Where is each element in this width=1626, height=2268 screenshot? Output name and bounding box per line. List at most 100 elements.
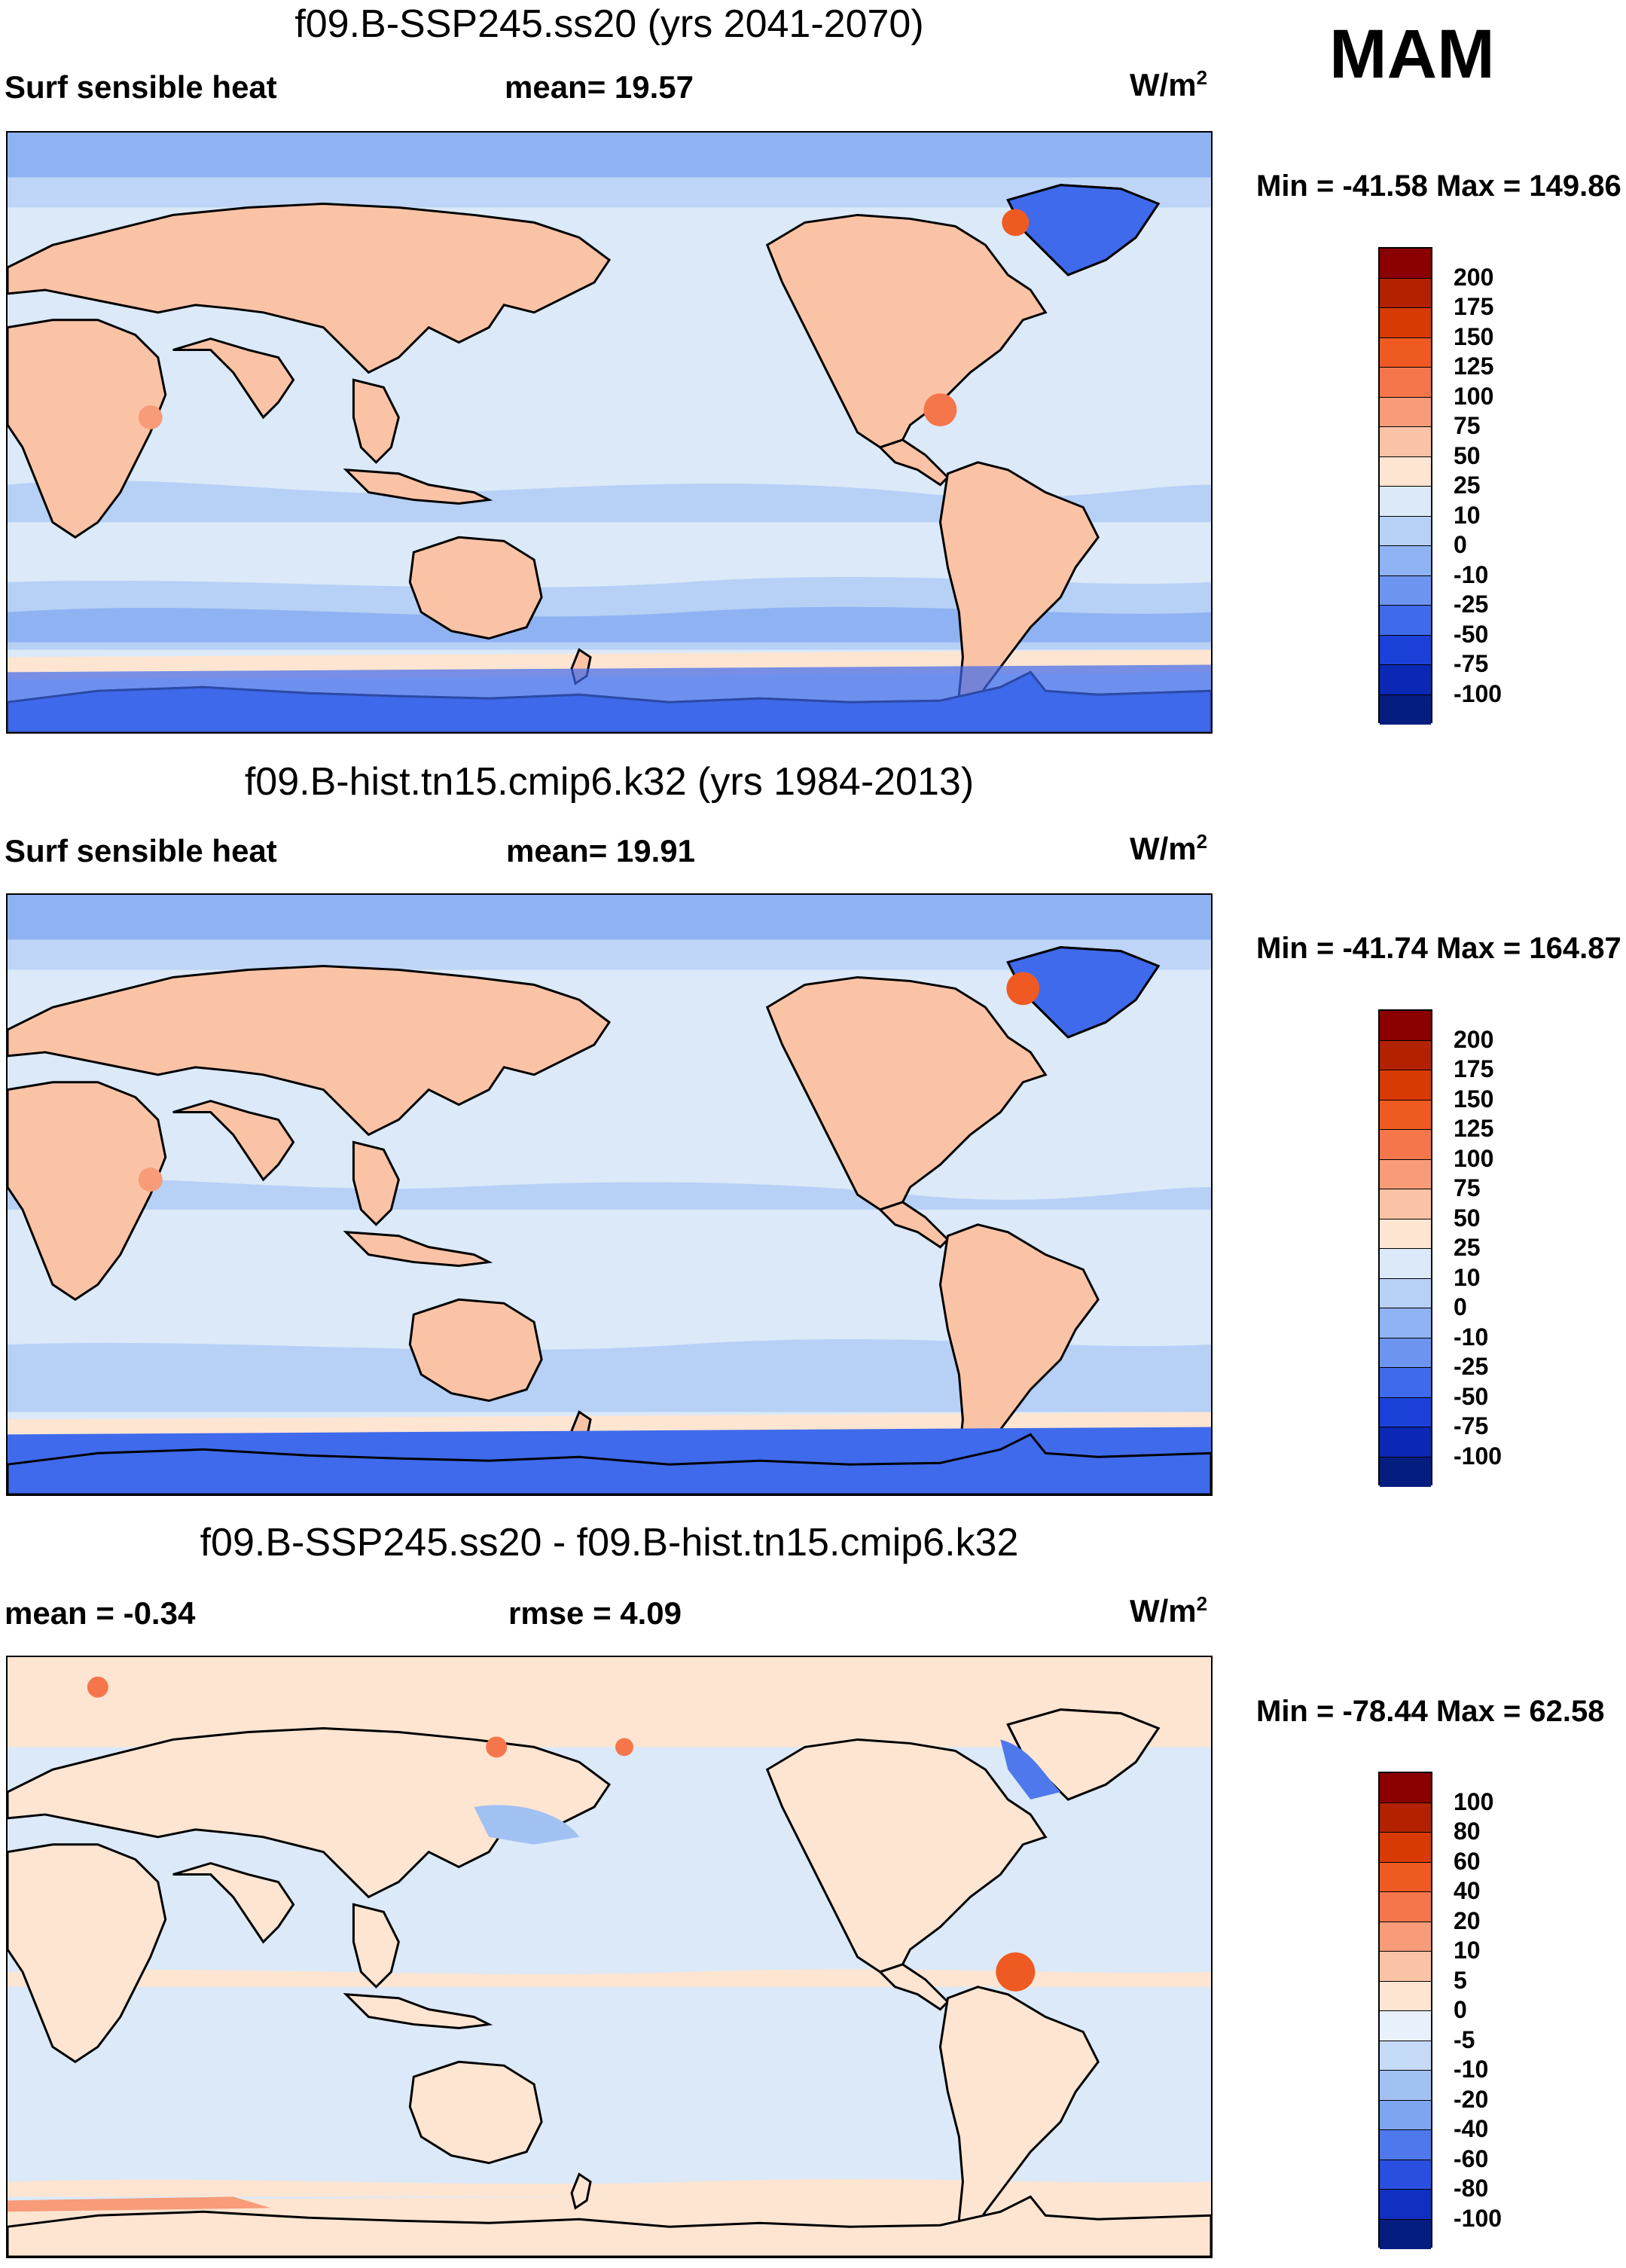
colorbar-label: -5 xyxy=(1454,2025,1475,2053)
colorbar-label: -50 xyxy=(1454,620,1489,648)
colorbar-swatch xyxy=(1380,337,1431,368)
colorbar-swatch xyxy=(1380,278,1431,308)
colorbar-label: 150 xyxy=(1454,322,1494,350)
panel-1-title: f09.B-SSP245.ss20 (yrs 2041-2070) xyxy=(294,2,924,46)
colorbar-swatch xyxy=(1380,665,1431,695)
colorbar-swatch xyxy=(1380,2160,1431,2190)
colorbar-label: 100 xyxy=(1454,1787,1494,1815)
colorbar-label: -100 xyxy=(1454,679,1502,707)
colorbar-label: 175 xyxy=(1454,293,1494,320)
colorbar-swatch xyxy=(1380,1833,1431,1863)
colorbar-swatch xyxy=(1380,1397,1431,1427)
colorbar-label: 125 xyxy=(1454,1115,1494,1142)
colorbar-label: 20 xyxy=(1454,1906,1481,1934)
colorbar-label: 100 xyxy=(1454,1144,1494,1172)
colorbar-swatch xyxy=(1380,1952,1431,1982)
colorbar-swatch xyxy=(1380,1249,1431,1279)
colorbar-label: 25 xyxy=(1454,472,1481,499)
colorbar-label: -20 xyxy=(1454,2085,1489,2113)
panel-2-minmax: Min = -41.74 Max = 164.87 xyxy=(1256,932,1621,965)
panel-2-colorbar xyxy=(1378,1009,1432,1487)
colorbar-label: 10 xyxy=(1454,1263,1481,1291)
colorbar-swatch xyxy=(1380,1159,1431,1189)
colorbar-label: -75 xyxy=(1454,1412,1489,1439)
colorbar-label: -25 xyxy=(1454,591,1489,618)
colorbar-swatch xyxy=(1380,456,1431,487)
colorbar-label: 100 xyxy=(1454,382,1494,410)
colorbar-label: -80 xyxy=(1454,2175,1489,2202)
panel-3-units: W/m2 xyxy=(1130,1592,1208,1629)
colorbar-label: -50 xyxy=(1454,1382,1489,1410)
colorbar-swatch xyxy=(1380,1130,1431,1160)
panel-3-map xyxy=(6,1656,1213,2258)
panel-1-map xyxy=(6,131,1213,734)
colorbar-label: -60 xyxy=(1454,2144,1489,2172)
colorbar-label: -25 xyxy=(1454,1353,1489,1380)
colorbar-label: 5 xyxy=(1454,1966,1467,1994)
colorbar-swatch xyxy=(1380,427,1431,457)
colorbar-label: 200 xyxy=(1454,263,1494,291)
colorbar-swatch xyxy=(1380,1892,1431,1922)
colorbar-swatch xyxy=(1380,1189,1431,1219)
colorbar-swatch xyxy=(1380,368,1431,398)
colorbar-swatch xyxy=(1380,1922,1431,1952)
colorbar-swatch xyxy=(1380,249,1431,279)
panel-3-mean-label: mean = -0.34 xyxy=(5,1595,196,1631)
colorbar-swatch xyxy=(1380,1338,1431,1368)
colorbar-swatch xyxy=(1380,1862,1431,1892)
colorbar-swatch xyxy=(1380,546,1431,576)
colorbar-swatch xyxy=(1380,694,1431,725)
colorbar-label: 150 xyxy=(1454,1085,1494,1113)
colorbar-label: 0 xyxy=(1454,1293,1467,1320)
colorbar-label: 10 xyxy=(1454,501,1481,529)
panel-2-map xyxy=(6,893,1213,1496)
colorbar-swatch xyxy=(1380,2130,1431,2160)
colorbar-swatch xyxy=(1380,1802,1431,1833)
colorbar-swatch xyxy=(1380,1427,1431,1458)
colorbar-label: 10 xyxy=(1454,1937,1481,1964)
colorbar-swatch xyxy=(1380,635,1431,665)
colorbar-label: 125 xyxy=(1454,353,1494,380)
colorbar-swatch xyxy=(1380,2071,1431,2101)
season-label: MAM xyxy=(1329,16,1495,93)
colorbar-label: 200 xyxy=(1454,1025,1494,1053)
colorbar-swatch xyxy=(1380,1368,1431,1398)
colorbar-label: 60 xyxy=(1454,1847,1481,1875)
colorbar-label: 0 xyxy=(1454,531,1467,558)
panel-1-colorbar xyxy=(1378,247,1432,725)
colorbar-swatch xyxy=(1380,1981,1431,2011)
panel-3-title: f09.B-SSP245.ss20 - f09.B-hist.tn15.cmip… xyxy=(200,1521,1019,1564)
panel-1-minmax: Min = -41.58 Max = 149.86 xyxy=(1256,169,1621,203)
panel-1-units: W/m2 xyxy=(1130,66,1208,102)
colorbar-label: 40 xyxy=(1454,1877,1481,1904)
colorbar-label: 75 xyxy=(1454,412,1481,439)
colorbar-label: -10 xyxy=(1454,560,1489,588)
colorbar-swatch xyxy=(1380,516,1431,546)
colorbar-swatch xyxy=(1380,1070,1431,1100)
colorbar-swatch xyxy=(1380,1100,1431,1130)
panel-3-colorbar xyxy=(1378,1772,1432,2249)
colorbar-swatch xyxy=(1380,2041,1431,2071)
colorbar-swatch xyxy=(1380,2219,1431,2249)
colorbar-label: 0 xyxy=(1454,1996,1467,2023)
colorbar-swatch xyxy=(1380,1457,1431,1487)
panel-2-mean-label: mean= 19.91 xyxy=(506,833,696,868)
colorbar-swatch xyxy=(1380,2100,1431,2130)
colorbar-label: -10 xyxy=(1454,2056,1489,2083)
colorbar-swatch xyxy=(1380,1308,1431,1339)
colorbar-label: 50 xyxy=(1454,441,1481,469)
colorbar-label: -100 xyxy=(1454,2204,1502,2232)
colorbar-label: -40 xyxy=(1454,2115,1489,2142)
colorbar-swatch xyxy=(1380,308,1431,338)
colorbar-label: 50 xyxy=(1454,1204,1481,1232)
colorbar-label: 75 xyxy=(1454,1174,1481,1201)
colorbar-label: 80 xyxy=(1454,1818,1481,1845)
panel-1-variable-label: Surf sensible heat xyxy=(5,69,277,105)
colorbar-label: 175 xyxy=(1454,1055,1494,1082)
colorbar-swatch xyxy=(1380,2190,1431,2220)
panel-2-units: W/m2 xyxy=(1130,830,1208,866)
colorbar-swatch xyxy=(1380,1773,1431,1803)
panel-2-title: f09.B-hist.tn15.cmip6.k32 (yrs 1984-2013… xyxy=(244,760,975,804)
colorbar-swatch xyxy=(1380,1011,1431,1041)
colorbar-swatch xyxy=(1380,397,1431,427)
